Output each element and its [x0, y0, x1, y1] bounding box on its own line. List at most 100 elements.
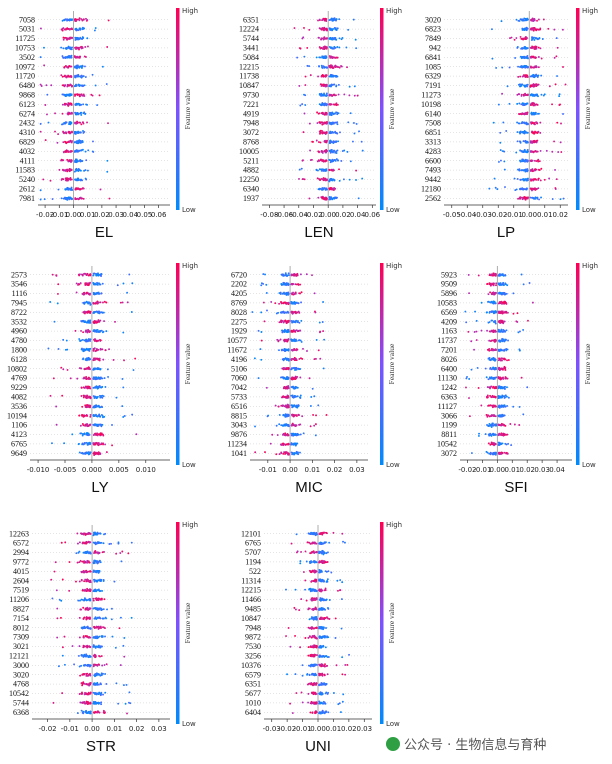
- shap-dot: [326, 139, 328, 142]
- feature-label: 7221: [243, 100, 259, 109]
- feature-label: 6516: [231, 402, 247, 411]
- shap-dot: [294, 291, 297, 294]
- shap-dot: [79, 131, 82, 134]
- shap-dot: [291, 339, 294, 342]
- shap-dot: [315, 414, 317, 417]
- shap-dot: [533, 36, 535, 39]
- shap-dot: [274, 302, 277, 305]
- shap-dot: [84, 113, 87, 115]
- shap-dot: [517, 83, 520, 86]
- shap-dot: [499, 273, 502, 276]
- shap-dot: [51, 198, 54, 201]
- shap-dot: [87, 45, 89, 48]
- shap-dot: [501, 66, 504, 69]
- shap-dot: [508, 102, 511, 105]
- shap-dot: [76, 66, 79, 69]
- panel-title: LY: [91, 479, 109, 496]
- shap-dot: [99, 338, 101, 341]
- shap-dot: [520, 113, 523, 116]
- shap-dot: [85, 378, 88, 381]
- shap-dot: [530, 103, 533, 106]
- shap-dot: [89, 424, 91, 427]
- shap-dot: [562, 197, 565, 200]
- shap-dot: [499, 141, 502, 144]
- x-tick-label: 0.06: [365, 211, 381, 219]
- shap-dot: [519, 66, 521, 68]
- shap-dot: [338, 168, 340, 171]
- feature-label: 4082: [11, 393, 27, 402]
- shap-dot: [299, 396, 302, 399]
- feature-label: 8815: [231, 411, 247, 420]
- shap-dot: [311, 274, 313, 277]
- shap-dot: [61, 75, 64, 78]
- shap-dot: [75, 27, 78, 30]
- feature-label: 10583: [437, 299, 457, 308]
- shap-dot: [320, 112, 323, 115]
- shap-dot: [499, 159, 502, 162]
- panel-title: LEN: [304, 224, 334, 241]
- shap-dot: [358, 130, 360, 133]
- feature-label: 6123: [19, 100, 35, 109]
- feature-label: 2573: [11, 270, 27, 279]
- feature-label: 2562: [425, 194, 441, 203]
- shap-dot: [76, 197, 79, 200]
- shap-dot: [105, 451, 108, 454]
- shap-dot: [499, 131, 502, 134]
- shap-dot: [100, 414, 103, 416]
- shap-dot: [66, 179, 69, 182]
- shap-dot: [532, 111, 535, 114]
- feature-label: 6329: [425, 72, 441, 81]
- shap-dot: [294, 340, 297, 343]
- shap-dot: [64, 348, 67, 351]
- shap-dot: [321, 123, 324, 126]
- shap-dot: [284, 432, 287, 435]
- shap-dot: [306, 64, 309, 67]
- shap-dot: [86, 367, 89, 369]
- shap-dot: [525, 18, 528, 21]
- shap-dot: [551, 150, 554, 153]
- colorbar: [380, 8, 384, 210]
- shap-dot: [298, 414, 300, 417]
- shap-dot: [78, 121, 81, 124]
- shap-dot: [78, 283, 81, 286]
- shap-dot: [76, 377, 79, 380]
- shap-dot: [300, 291, 303, 294]
- shap-dot: [517, 197, 520, 200]
- shap-dot: [335, 28, 338, 31]
- feature-label: 7981: [19, 194, 35, 203]
- shap-dot: [85, 17, 87, 20]
- shap-dot: [259, 348, 262, 351]
- shap-dot: [80, 67, 83, 69]
- shap-dot: [282, 424, 284, 427]
- shap-dot: [320, 85, 323, 87]
- shap-dot: [278, 292, 281, 294]
- shap-dot: [88, 377, 90, 380]
- shap-dot: [331, 64, 333, 67]
- shap-dot: [299, 394, 302, 397]
- shap-dot: [68, 168, 71, 170]
- feature-label: 6841: [425, 53, 441, 62]
- shap-dot: [287, 349, 290, 352]
- shap-dot: [525, 103, 528, 106]
- shap-dot: [297, 433, 300, 436]
- shap-dot: [69, 112, 72, 115]
- shap-dot: [44, 139, 47, 142]
- shap-dot: [333, 179, 336, 182]
- shap-dot: [94, 376, 97, 379]
- shap-dot: [556, 46, 559, 49]
- x-tick-label: 0.05: [137, 211, 153, 219]
- shap-dot: [85, 414, 88, 417]
- shap-dot: [530, 140, 533, 143]
- shap-dot: [323, 338, 326, 341]
- shap-dot: [89, 338, 92, 341]
- shap-dot: [75, 178, 78, 181]
- shap-dot: [535, 93, 538, 96]
- shap-dot: [485, 311, 488, 314]
- shap-dot: [276, 434, 279, 436]
- shap-dot: [343, 149, 346, 152]
- shap-dot: [320, 104, 323, 107]
- shap-dot: [317, 141, 320, 144]
- feature-label: 5031: [19, 25, 35, 34]
- feature-label: 7058: [19, 15, 35, 24]
- shap-dot: [298, 423, 301, 426]
